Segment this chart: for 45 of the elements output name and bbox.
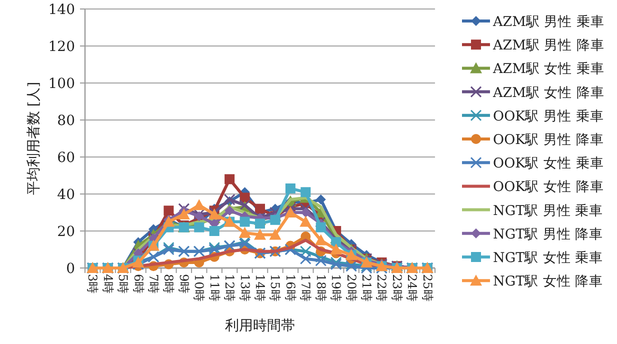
x-tick-label: 6時 bbox=[131, 274, 146, 294]
x-tick-label: 16時 bbox=[283, 274, 298, 302]
x-tick-label: 14時 bbox=[253, 274, 267, 302]
y-tick-label: 0 bbox=[66, 261, 75, 277]
x-tick-label: 15時 bbox=[268, 274, 282, 302]
legend-label: NGT駅 女性 降車 bbox=[493, 274, 604, 290]
legend-label: OOK駅 男性 乗車 bbox=[493, 108, 604, 124]
x-tick-label: 18時 bbox=[314, 274, 328, 302]
y-tick-label: 140 bbox=[48, 2, 75, 18]
legend-label: AZM駅 男性 降車 bbox=[492, 38, 605, 54]
x-tick-label: 21時 bbox=[360, 274, 374, 302]
x-tick-label: 22時 bbox=[374, 274, 389, 302]
x-tick-label: 8時 bbox=[162, 274, 176, 294]
x-tick-label: 12時 bbox=[222, 274, 237, 302]
x-tick-label: 9時 bbox=[176, 274, 191, 294]
y-tick-label: 20 bbox=[57, 224, 75, 240]
legend-label: AZM駅 女性 乗車 bbox=[492, 61, 605, 78]
x-tick-label: 25時 bbox=[420, 274, 434, 302]
x-tick-label: 10時 bbox=[192, 274, 206, 302]
legend-label: AZM駅 女性 降車 bbox=[492, 84, 605, 101]
x-tick-label: 3時 bbox=[86, 274, 100, 294]
legend-label: NGT駅 女性 乗車 bbox=[493, 250, 604, 266]
x-tick-label: 4時 bbox=[100, 274, 115, 294]
y-tick-label: 80 bbox=[57, 113, 75, 129]
legend-label: OOK駅 女性 乗車 bbox=[493, 156, 604, 172]
x-tick-label: 19時 bbox=[329, 274, 344, 302]
legend-label: AZM駅 男性 乗車 bbox=[492, 14, 605, 30]
x-tick-label: 23時 bbox=[390, 274, 404, 302]
x-tick-label: 13時 bbox=[238, 274, 252, 302]
legend-label: NGT駅 男性 乗車 bbox=[493, 202, 604, 219]
x-tick-label: 7時 bbox=[146, 274, 160, 294]
x-tick-label: 5時 bbox=[116, 274, 130, 294]
x-tick-label: 24時 bbox=[405, 274, 420, 302]
x-tick-label: 20時 bbox=[344, 274, 358, 302]
y-tick-label: 100 bbox=[48, 76, 75, 92]
y-tick-label: 60 bbox=[57, 150, 75, 166]
y-tick-label: 40 bbox=[57, 187, 75, 203]
y-tick-label: 120 bbox=[48, 39, 75, 55]
legend-label: OOK駅 女性 降車 bbox=[493, 179, 604, 196]
y-axis-title: 平均利用者数 [人] bbox=[26, 82, 42, 196]
legend-label: NGT駅 男性 降車 bbox=[493, 226, 604, 242]
x-tick-label: 17時 bbox=[298, 274, 313, 302]
x-axis-title: 利用時間帯 bbox=[225, 318, 295, 334]
legend-label: OOK駅 男性 降車 bbox=[493, 132, 604, 148]
x-tick-label: 11時 bbox=[207, 274, 222, 302]
